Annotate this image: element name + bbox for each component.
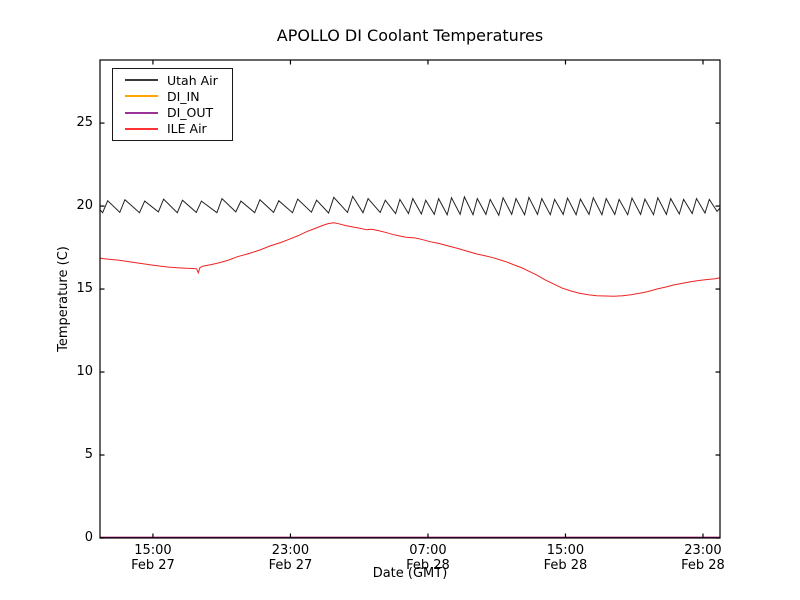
x-tick-date: Feb 27 bbox=[131, 558, 175, 573]
x-tick-date: Feb 27 bbox=[268, 558, 313, 573]
x-tick-date: Feb 28 bbox=[681, 558, 725, 573]
legend-box: Utah Air DI_IN DI_OUT ILE Air bbox=[112, 68, 233, 141]
y-tick-label: 25 bbox=[76, 115, 93, 131]
y-tick-label: 15 bbox=[76, 281, 93, 297]
legend-line-sample bbox=[125, 79, 158, 82]
x-tick-date: Feb 28 bbox=[543, 558, 588, 573]
x-tick-label: 07:00 Feb 28 bbox=[383, 543, 473, 573]
axes-spines bbox=[99, 59, 721, 539]
legend-entry: DI_OUT bbox=[113, 105, 232, 120]
y-tick-label: 0 bbox=[84, 530, 93, 545]
x-tick-time: 07:00 bbox=[409, 543, 447, 558]
x-axis-label: Date (GMT) bbox=[372, 566, 448, 581]
legend-line-sample bbox=[125, 95, 158, 98]
legend-label: DI_OUT bbox=[167, 105, 214, 121]
x-tick-time: 15:00 bbox=[546, 543, 585, 558]
y-tick-label: 20 bbox=[76, 198, 93, 214]
series-line-ile-air bbox=[99, 222, 721, 297]
series-line-utah-air bbox=[99, 195, 721, 217]
legend-entry: ILE Air bbox=[113, 121, 232, 136]
x-tick-label: 15:00 Feb 27 bbox=[108, 543, 198, 573]
x-tick-label: 23:00 Feb 27 bbox=[245, 543, 335, 573]
x-tick-label: 15:00 Feb 28 bbox=[520, 543, 610, 573]
x-tick-time: 23:00 bbox=[271, 543, 310, 558]
legend-entry: DI_IN bbox=[113, 89, 232, 104]
legend-label: DI_IN bbox=[167, 88, 200, 104]
x-tick-time: 15:00 bbox=[134, 543, 172, 558]
x-tick-time: 23:00 bbox=[684, 543, 722, 558]
y-tick-label: 10 bbox=[76, 364, 93, 380]
legend-line-sample bbox=[125, 111, 158, 114]
chart-title: APOLLO DI Coolant Temperatures bbox=[276, 26, 544, 45]
x-tick-label: 23:00 Feb 28 bbox=[658, 543, 748, 573]
y-tick-label: 5 bbox=[84, 447, 93, 462]
x-tick-date: Feb 28 bbox=[406, 558, 450, 573]
legend-entry: Utah Air bbox=[113, 73, 232, 88]
legend-label: Utah Air bbox=[167, 72, 218, 88]
legend-label: ILE Air bbox=[167, 121, 207, 137]
legend-line-sample bbox=[125, 127, 158, 130]
